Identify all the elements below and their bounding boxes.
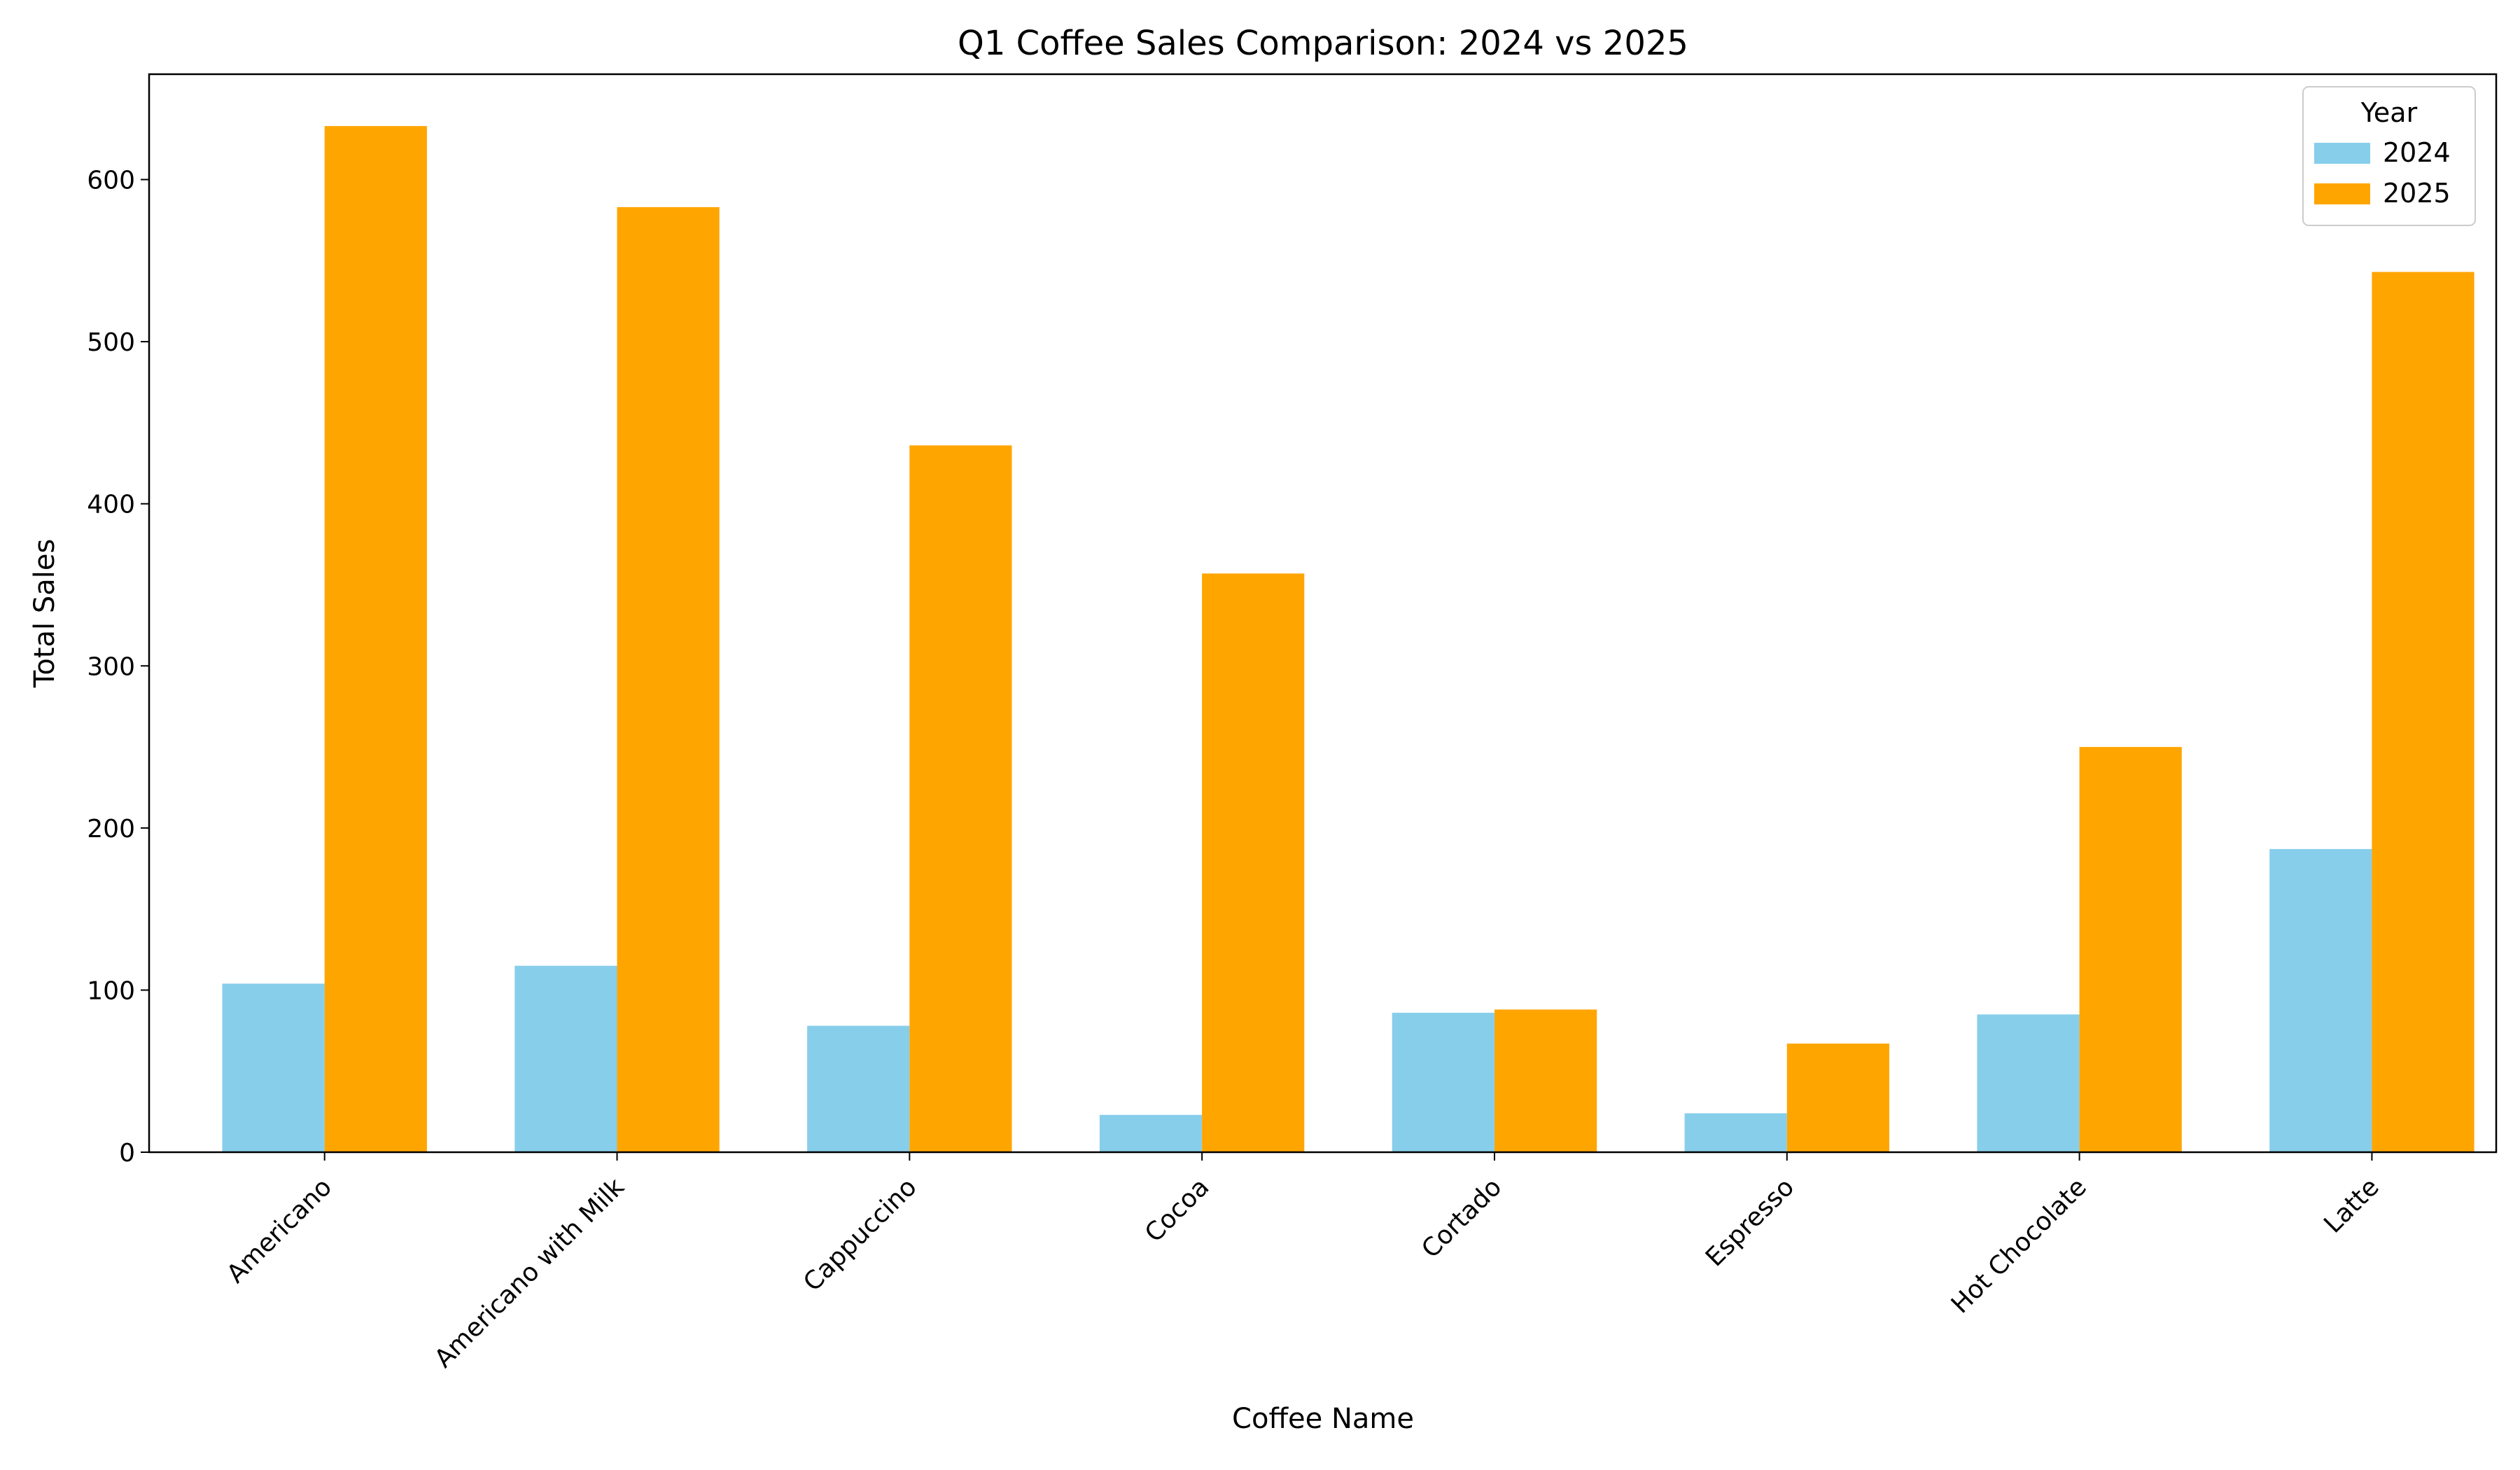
bar-2024-cocoa (1099, 1114, 1203, 1152)
bar-2025-americano (324, 126, 427, 1153)
legend: Year 2024 2025 (2302, 86, 2476, 226)
bar-2024-cappuccino (807, 1026, 910, 1152)
bar-2024-latte (2269, 848, 2372, 1152)
bar-2024-hot-chocolate (1977, 1014, 2080, 1152)
bar-2025-cortado (1494, 1009, 1597, 1152)
bar-2024-americano (222, 983, 325, 1152)
bar-2025-americano-with-milk (617, 206, 720, 1152)
x-tick-label: Cortado (1416, 1172, 1507, 1264)
y-tick-label: 200 (87, 815, 135, 844)
bar-2024-espresso (1684, 1113, 1787, 1152)
y-tick-label: 100 (87, 976, 135, 1005)
legend-label-2025: 2025 (2383, 178, 2451, 209)
bar-2025-cocoa (1202, 573, 1305, 1152)
bar-2025-latte (2372, 272, 2474, 1152)
chart-title: Q1 Coffee Sales Comparison: 2024 vs 2025 (958, 24, 1688, 63)
x-tick-label: Americano (221, 1172, 337, 1289)
legend-swatch-2024 (2314, 143, 2370, 164)
y-tick-label: 400 (87, 491, 135, 519)
plot-area: 0 100 200 300 400 500 600 Americano Americano wi… (87, 73, 2498, 1373)
x-tick-label: Cappuccino (798, 1172, 923, 1297)
x-tick-label: Cocoa (1140, 1172, 1215, 1248)
bar-2024-cortado (1392, 1012, 1494, 1152)
bar-2025-cappuccino (909, 445, 1012, 1152)
y-tick-label: 500 (87, 328, 135, 357)
bar-2025-hot-chocolate (2079, 747, 2182, 1152)
y-tick-label: 0 (119, 1139, 135, 1168)
x-tick-label: Hot Chocolate (1946, 1172, 2092, 1319)
legend-title: Year (2360, 97, 2418, 128)
y-tick-label: 600 (87, 167, 135, 195)
x-tick-label: Espresso (1700, 1172, 1800, 1272)
x-tick-label: Latte (2318, 1172, 2384, 1238)
legend-label-2024: 2024 (2383, 137, 2451, 168)
bar-2024-americano-with-milk (514, 965, 617, 1152)
plot-frame (148, 73, 2498, 1154)
bar-2025-espresso (1786, 1043, 1889, 1152)
y-axis-title: Total Sales (29, 539, 61, 689)
legend-swatch-2025 (2314, 183, 2370, 204)
x-tick-label: Americano with Milk (429, 1172, 630, 1373)
x-axis-title: Coffee Name (1232, 1403, 1414, 1435)
y-tick-label: 300 (87, 652, 135, 681)
